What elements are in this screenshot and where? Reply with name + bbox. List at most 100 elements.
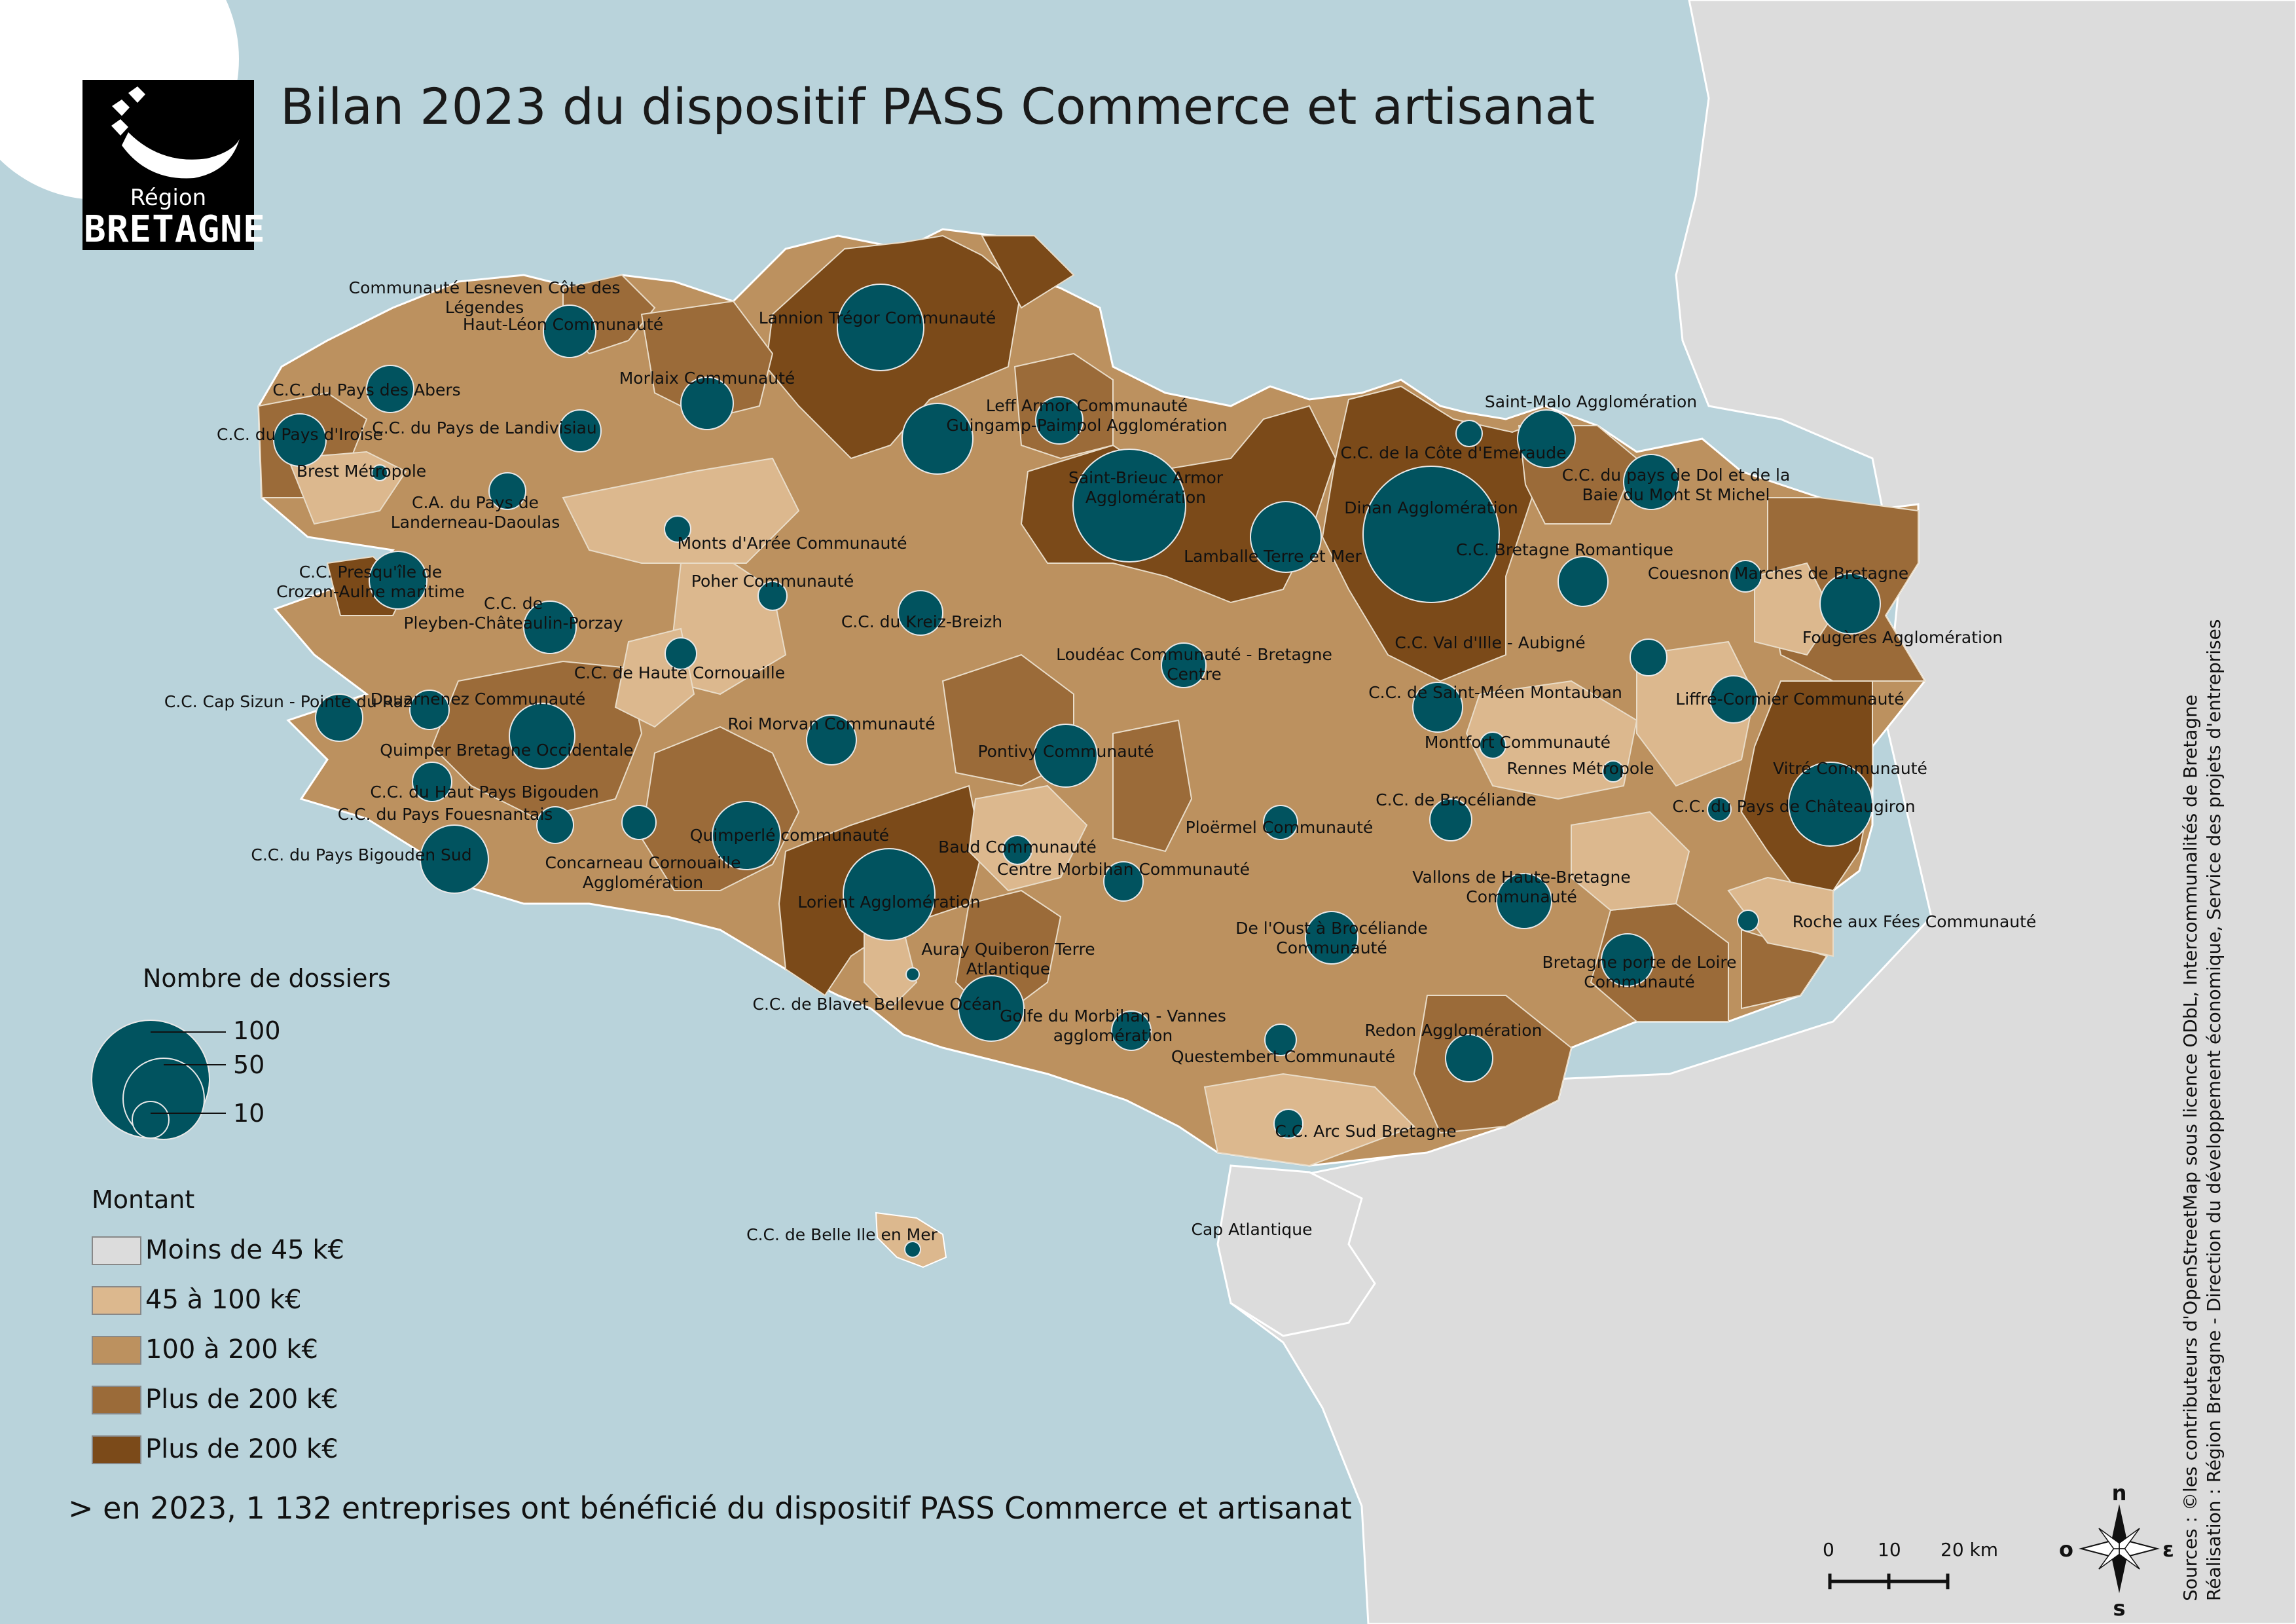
- epci-label: Roi Morvan Communauté: [728, 714, 936, 733]
- legend-swatch-1: [92, 1236, 141, 1265]
- logo-bretagne-text: BRETAGNE: [84, 208, 266, 251]
- epci-label: C.C. Presqu'île de Crozon-Aulne maritime: [276, 563, 465, 601]
- dossier-count-circle: [1445, 1034, 1493, 1082]
- epci-label: Leff Armor Communauté: [986, 396, 1188, 415]
- epci-label: Montfort Communauté: [1425, 733, 1611, 752]
- compass-south: s: [2113, 1596, 2125, 1621]
- epci-label: Quimperlé communauté: [690, 826, 889, 845]
- legend-class-label-3: 100 à 200 k€: [145, 1335, 318, 1365]
- dossier-count-circle: [958, 975, 1025, 1042]
- epci-label: Golfe du Morbihan - Vannes agglomération: [1000, 1006, 1226, 1045]
- epci-label: Centre Morbihan Communauté: [997, 860, 1250, 879]
- epci-label: Brest Métropole: [297, 462, 426, 481]
- legend-circle-10: [132, 1101, 170, 1139]
- dossier-count-circle: [1429, 798, 1472, 841]
- epci-label: Poher Communauté: [691, 572, 854, 591]
- dossier-count-circle: [1623, 454, 1679, 510]
- dossier-count-circle: [1737, 910, 1759, 932]
- compass-rose-icon: n ε s o: [2059, 1481, 2174, 1621]
- dossier-count-circle: [523, 600, 577, 654]
- region-bretagne-logo: Région BRETAGNE: [82, 80, 266, 251]
- circle-layer: [273, 284, 1881, 1258]
- dossier-count-circle: [1111, 1010, 1152, 1051]
- dossier-count-circle: [1630, 638, 1667, 676]
- epci-label: Lorient Agglomération: [797, 893, 980, 912]
- epci-label: Communauté Lesneven Côte des Légendes: [349, 278, 621, 317]
- epci-label: C.C. du Haut Pays Bigouden: [370, 783, 598, 802]
- epci-label: C.C. Cap Sizun - Pointe du Raz: [164, 692, 412, 711]
- dossier-count-circle: [371, 464, 388, 481]
- dossier-count-circle: [1709, 675, 1758, 724]
- epci-label: Guingamp-Paimpol Agglomération: [946, 416, 1227, 435]
- dossier-count-circle: [898, 590, 943, 636]
- dossier-count-circle: [1263, 805, 1298, 840]
- epci-label: Quimper Bretagne Occidentale: [380, 741, 633, 760]
- compass-east: ε: [2162, 1537, 2174, 1562]
- epci-label: C.A. du Pays de Landerneau-Daoulas: [391, 493, 560, 532]
- epci-label: Saint-Brieuc Armor Agglomération: [1068, 468, 1224, 507]
- epci-label: Baud Communauté: [938, 838, 1097, 857]
- page-title: Bilan 2023 du dispositif PASS Commerce e…: [280, 77, 1595, 136]
- epci-label: Douarnenez Communauté: [371, 690, 586, 709]
- legend-swatch-2: [92, 1286, 141, 1315]
- dossier-count-circle: [366, 365, 414, 413]
- epci-label: C.C. du Pays Bigouden Sud: [251, 845, 471, 864]
- epci-label: Loudéac Communauté - Bretagne Centre: [1056, 645, 1332, 684]
- dossier-count-circle: [369, 551, 428, 610]
- dossier-count-circle: [273, 413, 327, 467]
- label-layer: Communauté Lesneven Côte des LégendesHaut…: [164, 278, 2036, 1244]
- dossier-count-circle: [712, 801, 781, 870]
- dossier-count-circle: [837, 284, 924, 371]
- dossier-count-circle: [420, 824, 489, 894]
- dossier-count-circle: [1517, 409, 1576, 468]
- epci-label: C.C. Arc Sud Bretagne: [1275, 1122, 1456, 1141]
- epci-label: C.C. du pays de Dol et de la Baie du Mont…: [1562, 466, 1791, 504]
- dossier-count-circle: [488, 472, 526, 510]
- epci-label: Questembert Communauté: [1171, 1047, 1395, 1066]
- summary-note: > en 2023, 1 132 entreprises ont bénéfic…: [68, 1490, 1352, 1526]
- legend-swatch-4: [92, 1386, 141, 1414]
- epci-label: Cap Atlantique: [1191, 1220, 1312, 1239]
- legend-class-label-5: Plus de 200 k€: [145, 1434, 338, 1464]
- dossier-count-circle: [1412, 682, 1463, 733]
- dossier-count-circle: [1161, 642, 1207, 688]
- epci-label: C.C. Val d'Ille - Aubigné: [1394, 633, 1585, 652]
- epci-label: Haut-Léon Communauté: [463, 315, 663, 334]
- dossier-count-circle: [843, 848, 936, 941]
- dossier-count-circle: [1602, 760, 1624, 783]
- epci-label: C.C. du Kreiz-Breizh: [841, 612, 1002, 631]
- dossier-count-circle: [1479, 731, 1506, 759]
- epci-label: C.C. de Haute Cornouaille: [574, 663, 785, 682]
- scale-tick-10: 10: [1878, 1539, 1901, 1560]
- dossier-count-circle: [1103, 861, 1144, 902]
- dossier-count-circle: [315, 693, 363, 742]
- epci-label: De l'Oust à Brocéliande Communauté: [1235, 919, 1428, 957]
- dossier-count-circle: [1496, 873, 1552, 929]
- epci-label: Roche aux Fées Communauté: [1793, 912, 2037, 931]
- epci-label: C.C. du Pays Fouesnantais: [338, 805, 553, 824]
- epci-label: Vallons de Haute-Bretagne Communauté: [1412, 868, 1630, 906]
- dossier-count-circle: [1788, 762, 1873, 847]
- epci-label: C.C. de Belle Ile en Mer: [746, 1225, 938, 1244]
- sources-credits: Sources : ©les contributeurs d'OpenStree…: [2179, 619, 2226, 1601]
- legend-size-label-100: 100: [233, 1016, 281, 1045]
- dossier-count-circle: [1558, 556, 1609, 607]
- dossier-count-circle: [902, 403, 974, 475]
- dossier-count-circle: [621, 805, 657, 840]
- epci-label: Bretagne porte de Loire Communauté: [1542, 953, 1736, 991]
- epci-label: C.C. de Blavet Bellevue Océan: [752, 995, 1002, 1014]
- dossier-count-circle: [558, 409, 602, 452]
- scale-tick-20: 20 km: [1941, 1539, 1999, 1560]
- dossier-count-circle: [536, 806, 574, 844]
- compass-north: n: [2112, 1481, 2127, 1505]
- legend-class-label-2: 45 à 100 k€: [145, 1285, 302, 1315]
- legend-class-label-1: Moins de 45 k€: [145, 1235, 344, 1265]
- epci-label: C.C. du Pays des Abers: [272, 380, 460, 399]
- legend-swatch-3: [92, 1336, 141, 1365]
- region-fills: [257, 234, 1926, 1167]
- dossier-count-circle: [1729, 560, 1762, 593]
- epci-label: Rennes Métropole: [1507, 759, 1654, 778]
- dossier-count-circle: [1455, 420, 1483, 447]
- dossier-count-circle: [1707, 797, 1732, 822]
- epci-label: C.C. de la Côte d'Emeraude: [1340, 443, 1566, 462]
